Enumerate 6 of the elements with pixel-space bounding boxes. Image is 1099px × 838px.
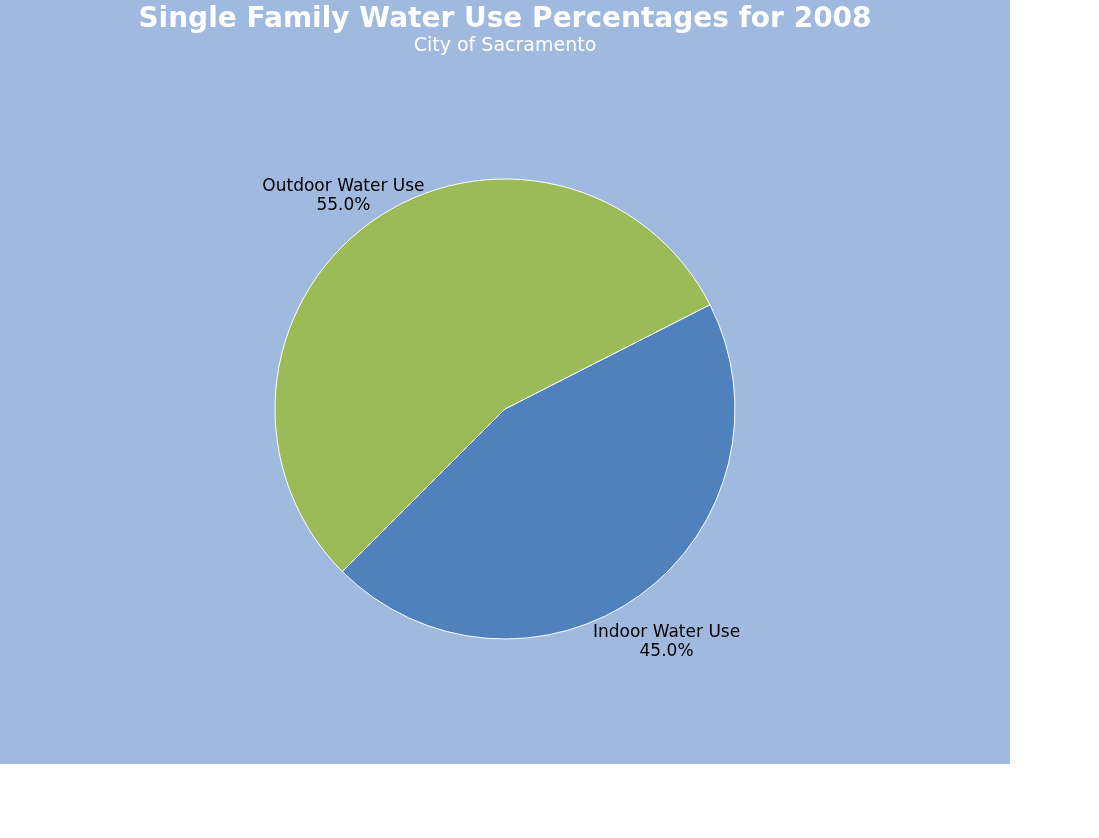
slice-label: Outdoor Water Use bbox=[262, 175, 425, 196]
chart-subtitle: City of Sacramento bbox=[413, 33, 597, 55]
data-label: 55.0% bbox=[316, 194, 371, 215]
data-label: 45.0% bbox=[639, 639, 694, 660]
chart-title: Single Family Water Use Percentages for 2008 bbox=[138, 1, 872, 34]
slice-label: Indoor Water Use bbox=[592, 620, 741, 641]
